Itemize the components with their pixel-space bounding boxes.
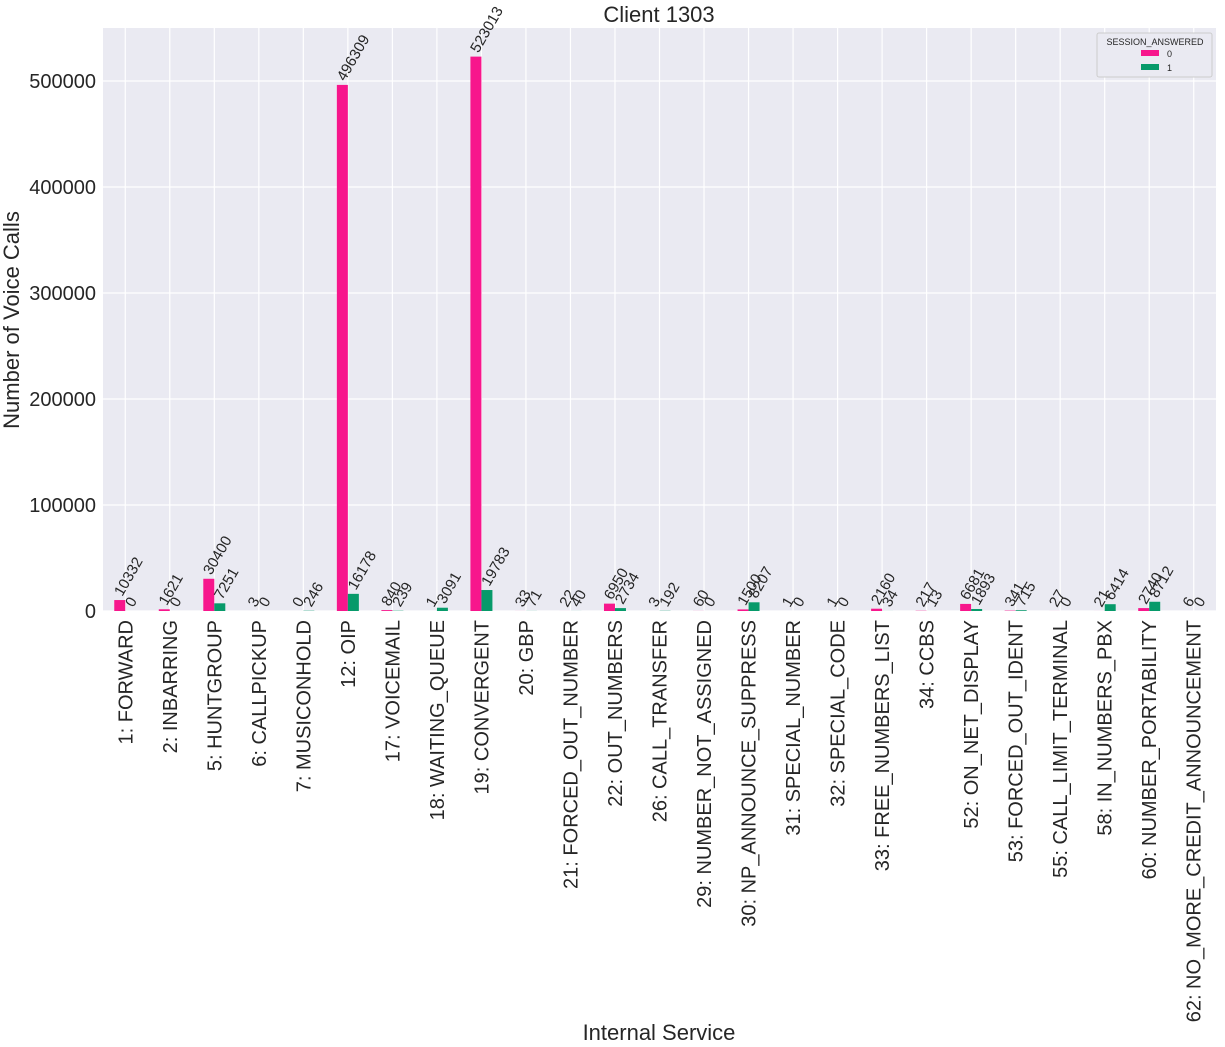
- x-tick-label: 60: NUMBER_PORTABILITY: [1139, 620, 1161, 879]
- bar-series-1: [1015, 610, 1027, 611]
- y-tick-label: 500000: [29, 71, 96, 93]
- x-tick-label: 31: SPECIAL_NUMBER: [783, 620, 805, 836]
- x-tick-label: 30: NP_ANNOUNCE_SUPPRESS: [739, 620, 761, 927]
- x-tick-label: 58: IN_NUMBERS_PBX: [1095, 620, 1117, 836]
- x-tick-label: 52: ON_NET_DISPLAY: [961, 620, 983, 829]
- x-tick-label: 1: FORWARD: [115, 620, 137, 744]
- y-tick-label: 400000: [29, 177, 96, 199]
- data-label: 71: [523, 587, 546, 610]
- x-tick-label: 22: OUT_NUMBERS: [605, 620, 627, 807]
- data-label: 40: [567, 587, 590, 610]
- legend-swatch-1: [1141, 64, 1159, 70]
- x-tick-label: 32: SPECIAL_CODE: [828, 620, 850, 807]
- y-tick-label: 200000: [29, 389, 96, 411]
- x-tick-label: 29: NUMBER_NOT_ASSIGNED: [694, 620, 716, 908]
- bar-series-1: [436, 607, 448, 611]
- x-tick-label: 26: CALL_TRANSFER: [650, 620, 672, 822]
- bar-series-1: [214, 603, 226, 611]
- bar-series-0: [603, 603, 615, 611]
- bar-series-0: [203, 578, 215, 611]
- bar-series-1: [748, 602, 760, 611]
- data-label: 22: [556, 587, 579, 610]
- y-axis-label: Number of Voice Calls: [0, 211, 24, 429]
- x-axis-label: Internal Service: [583, 1020, 736, 1045]
- legend-label-1: 1: [1167, 63, 1172, 73]
- bar-series-0: [737, 609, 749, 611]
- bar-series-0: [871, 608, 883, 611]
- x-tick-label: 17: VOICEMAIL: [382, 620, 404, 762]
- x-tick-label: 55: CALL_LIMIT_TERMINAL: [1050, 620, 1072, 878]
- y-ticks: 0 100000 200000 300000 400000 500000: [29, 71, 96, 623]
- legend-title: SESSION_ANSWERED: [1106, 37, 1204, 47]
- data-label: 34: [879, 587, 902, 610]
- data-label: 27: [1046, 587, 1069, 610]
- bar-series-1: [347, 593, 359, 611]
- y-tick-label: 100000: [29, 495, 96, 517]
- data-label: 33: [512, 587, 535, 610]
- legend-swatch-0: [1141, 50, 1159, 56]
- x-tick-label: 33: FREE_NUMBERS_LIST: [872, 620, 894, 871]
- x-tick-label: 2: INBARRING: [160, 620, 182, 753]
- data-label: 21: [1090, 587, 1113, 610]
- x-tick-label: 21: FORCED_OUT_NUMBER: [560, 620, 582, 889]
- x-tick-label: 20: GBP: [516, 620, 538, 696]
- y-tick-label: 0: [85, 601, 96, 623]
- bar-series-1: [1149, 601, 1161, 611]
- x-tick-label: 19: CONVERGENT: [471, 620, 493, 794]
- legend-label-0: 0: [1167, 49, 1172, 59]
- bar-series-0: [960, 603, 972, 611]
- legend: SESSION_ANSWERED 0 1: [1096, 32, 1213, 78]
- chart-title: Client 1303: [603, 2, 714, 27]
- x-tick-label: 12: OIP: [338, 620, 360, 688]
- x-ticks: 1: FORWARD 2: INBARRING 5: HUNTGROUP 6: CAL…: [115, 620, 1205, 1022]
- bar-series-1: [1104, 604, 1116, 611]
- y-tick-label: 300000: [29, 283, 96, 305]
- data-label: 13: [923, 587, 946, 610]
- bar-series-0: [336, 84, 348, 611]
- bar-series-0: [381, 610, 393, 611]
- bar-series-1: [481, 590, 493, 611]
- bar-series-0: [114, 600, 126, 611]
- x-tick-label: 6: CALLPICKUP: [249, 620, 271, 767]
- bar-series-0: [1138, 608, 1150, 611]
- data-label: 60: [690, 587, 713, 610]
- bar-series-1: [614, 608, 626, 611]
- x-tick-label: 7: MUSICONHOLD: [293, 620, 315, 792]
- x-tick-label: 34: CCBS: [917, 620, 939, 709]
- bar-series-0: [158, 609, 170, 611]
- x-tick-label: 5: HUNTGROUP: [204, 620, 226, 771]
- bar-series-1: [971, 608, 983, 611]
- x-tick-label: 18: WAITING_QUEUE: [427, 620, 449, 820]
- bar-series-0: [470, 56, 482, 612]
- x-tick-label: 62: NO_MORE_CREDIT_ANNOUNCEMENT: [1184, 620, 1206, 1022]
- bars: [114, 56, 1194, 612]
- x-tick-label: 53: FORCED_OUT_IDENT: [1006, 620, 1028, 862]
